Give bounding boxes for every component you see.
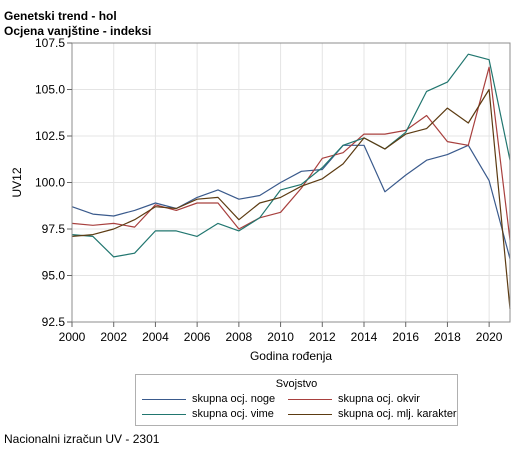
x-tick-label: 2000 <box>59 330 86 344</box>
y-tick-label: 107.5 <box>35 36 65 50</box>
x-tick-label: 2012 <box>309 330 336 344</box>
legend-item-vime: skupna ocj. vime <box>142 407 274 421</box>
legend-item-noge: skupna ocj. noge <box>142 392 275 406</box>
y-tick-label: 105.0 <box>35 83 65 97</box>
legend-label: skupna ocj. okvir <box>338 393 420 405</box>
legend-title: Svojstvo <box>275 378 318 390</box>
y-axis-label: UV12 <box>10 167 24 197</box>
x-tick-label: 2006 <box>184 330 211 344</box>
x-tick-label: 2002 <box>100 330 127 344</box>
legend-swatch <box>288 398 332 400</box>
y-tick-label: 100.0 <box>35 176 65 190</box>
y-tick-label: 97.5 <box>42 222 66 236</box>
legend-item-okvir: skupna ocj. okvir <box>288 392 420 406</box>
legend-swatch <box>142 398 186 400</box>
grid <box>71 42 510 323</box>
x-tick-label: 2008 <box>226 330 253 344</box>
x-axis-label: Godina rođenja <box>250 349 332 363</box>
legend-item-mlj-karakter: skupna ocj. mlj. karakter <box>288 407 457 421</box>
series-line-1 <box>71 144 511 259</box>
axes: 2000 2002 2004 2006 2008 2010 2012 2014 2016 2018… <box>35 36 503 344</box>
series-line-4 <box>71 88 511 310</box>
series-line-3 <box>71 53 511 258</box>
y-tick-label: 102.5 <box>35 129 65 143</box>
legend-label: skupna ocj. vime <box>192 408 274 420</box>
x-tick-label: 2010 <box>267 330 294 344</box>
x-tick-label: 2018 <box>434 330 461 344</box>
legend: Svojstvo skupna ocj. noge skupna ocj. ok… <box>135 374 458 426</box>
series-lines <box>71 53 511 310</box>
chart-title: Genetski trend - hol <box>4 9 117 23</box>
chart-subtitle: Ocjena vanjštine - indeksi <box>4 24 152 38</box>
legend-swatch <box>142 413 186 415</box>
legend-label: skupna ocj. noge <box>192 393 276 405</box>
footer-note: Nacionalni izračun UV - 2301 <box>4 432 160 446</box>
legend-swatch <box>288 413 332 415</box>
legend-label: skupna ocj. mlj. karakter <box>338 408 457 420</box>
y-tick-label: 95.0 <box>42 269 66 283</box>
x-tick-label: 2016 <box>392 330 419 344</box>
series-line-2 <box>71 66 511 241</box>
x-tick-label: 2020 <box>476 330 503 344</box>
y-tick-label: 92.5 <box>42 315 66 329</box>
x-tick-label: 2004 <box>142 330 169 344</box>
x-tick-label: 2014 <box>351 330 378 344</box>
